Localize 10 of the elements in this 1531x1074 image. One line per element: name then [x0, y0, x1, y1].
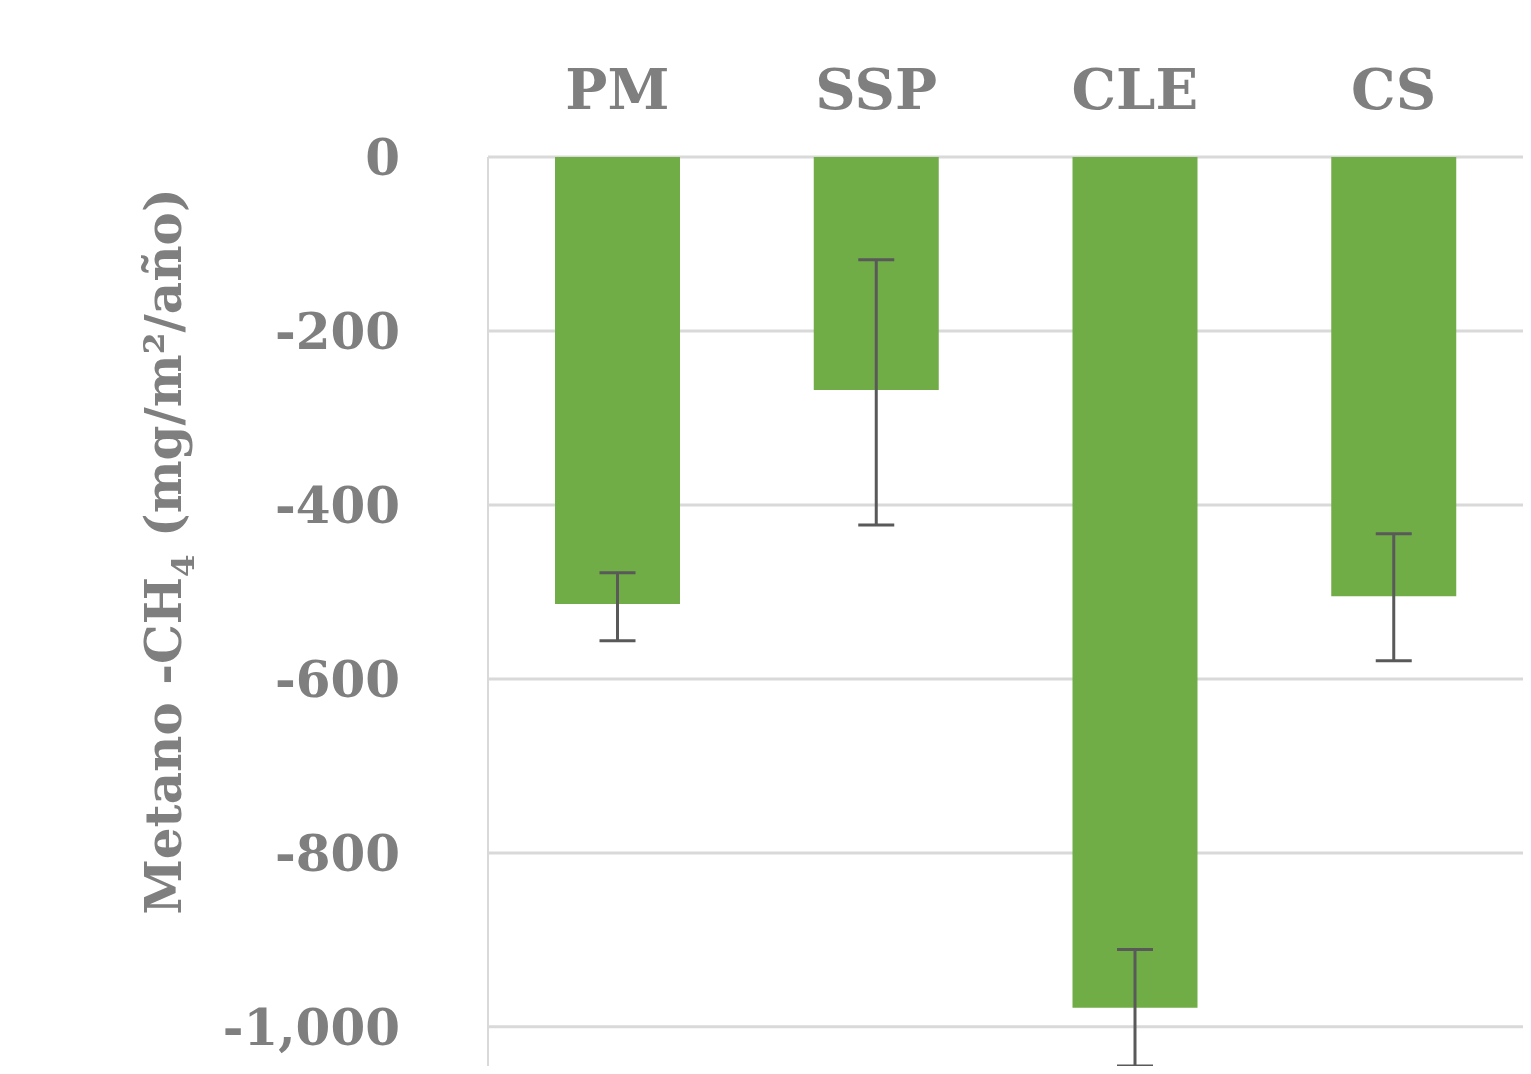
y-tick-label: 0 [365, 127, 400, 187]
y-tick-label: -800 [274, 823, 400, 883]
x-tick-label: CS [1351, 56, 1437, 122]
y-tick-label: -1,000 [222, 997, 400, 1057]
x-tick-label: PM [565, 56, 670, 122]
x-tick-label: SSP [815, 56, 938, 122]
y-tick-label: -400 [274, 475, 400, 535]
y-tick-label: -600 [274, 649, 400, 709]
x-tick-label: CLE [1071, 56, 1199, 122]
y-tick-label: -200 [274, 301, 400, 361]
